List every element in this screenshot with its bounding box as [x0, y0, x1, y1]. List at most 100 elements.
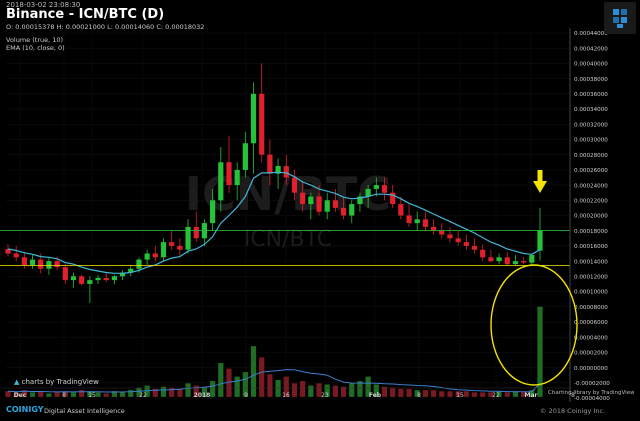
candle-down: [62, 267, 68, 281]
candle-up: [250, 93, 257, 144]
volume-bar: [136, 387, 142, 397]
volume-bar: [185, 383, 191, 397]
candle-down: [381, 185, 388, 193]
volume-bar: [529, 390, 535, 397]
price-tick-label: 0.00006000: [574, 320, 608, 326]
volume-bar: [144, 385, 150, 397]
price-axis[interactable]: 0.00044000 0.00042000 0.00040000 0.00038000…: [569, 28, 640, 403]
footer-tagline: Digital Asset Intelligence: [44, 407, 125, 415]
charting-library-credit[interactable]: Charting library by TradingView: [548, 390, 635, 396]
candle-up: [185, 226, 191, 250]
price-tick-label: 0.00036000: [574, 92, 608, 98]
candle-up: [144, 253, 150, 260]
time-tick-label: 22: [139, 392, 147, 399]
volume-bar: [242, 372, 248, 397]
price-axis-bg: [570, 28, 640, 403]
volume-bar: [21, 390, 27, 397]
candle-down: [521, 261, 527, 263]
volume-bar: [169, 387, 175, 397]
volume-indicator-label[interactable]: Volume (true, 10): [6, 36, 64, 44]
volume-bar: [13, 392, 19, 397]
charts-by-tradingview[interactable]: ▲ charts by TradingView: [14, 378, 99, 386]
candle-down: [398, 204, 404, 216]
candle-up: [537, 230, 543, 251]
price-tick-label: 0.00026000: [574, 168, 608, 174]
volume-bar: [160, 386, 167, 397]
volume-series: [5, 306, 543, 397]
candle-up: [218, 162, 224, 201]
time-axis[interactable]: Dec 8 15 22 2018 9 16 23 Feb 8 15 22 Mar 8: [0, 387, 575, 399]
volume-bar: [95, 392, 101, 397]
time-tick-label: 2018: [194, 392, 211, 399]
time-tick-label: 15: [88, 392, 96, 399]
volume-bar: [275, 379, 281, 397]
price-tick-label: 0.00024000: [574, 183, 608, 189]
down-arrow-shaft: [537, 170, 543, 182]
price-tick-label: 0.00014000: [574, 259, 608, 265]
candle-up: [119, 272, 126, 277]
candle-up: [242, 143, 248, 170]
ema-line: [7, 171, 541, 274]
candle-down: [259, 93, 265, 155]
volume-bar: [431, 390, 437, 397]
coinigy-logo: [604, 2, 636, 34]
candle-up: [496, 257, 502, 262]
price-tick-label: 0.00028000: [574, 153, 608, 159]
candle-up: [29, 259, 36, 265]
price-tick-label: 0.00016000: [574, 244, 608, 250]
volume-bar: [79, 390, 85, 397]
volume-bar: [250, 346, 257, 397]
candle-down: [422, 219, 429, 227]
volume-bar: [128, 390, 134, 397]
volume-bar: [373, 384, 379, 397]
volume-bar: [357, 381, 363, 397]
volume-ma-series: [7, 369, 541, 393]
candle-up: [234, 169, 240, 186]
candle-down: [5, 248, 11, 254]
candle-down: [21, 257, 27, 265]
volume-bar: [463, 391, 469, 397]
ema-indicator-label[interactable]: EMA (10, close, 0): [6, 44, 65, 52]
volume-bar: [504, 392, 510, 397]
price-tick-label: 0.00034000: [574, 107, 608, 113]
volume-bar: [512, 391, 519, 397]
volume-bar: [177, 388, 183, 397]
timestamp: 2018-03-02 23:08:30: [6, 1, 81, 9]
price-tick-label: 0.00010000: [574, 290, 608, 296]
time-tick-label: 23: [321, 392, 329, 399]
volume-bar: [308, 385, 314, 397]
volume-bar: [38, 391, 44, 397]
price-tick-label: 0.00002000: [574, 351, 608, 357]
annotations: [490, 170, 578, 386]
time-tick-label: 15: [456, 392, 464, 399]
volume-bar: [390, 387, 396, 397]
candle-up: [349, 204, 355, 216]
candle-down: [488, 257, 494, 262]
volume-bar: [193, 385, 199, 397]
volume-bar: [210, 381, 216, 397]
candle-down: [267, 154, 273, 174]
volume-bar: [349, 383, 355, 397]
candle-down: [471, 245, 478, 250]
volume-bar: [439, 391, 445, 397]
candle-up: [275, 166, 281, 174]
candle-up: [414, 219, 420, 224]
price-tick-label: 0.00044000: [574, 31, 608, 37]
time-tick-label: Dec: [14, 392, 27, 399]
candle-down: [316, 196, 322, 212]
time-tick-label: Mar: [525, 392, 538, 399]
candle-up: [308, 196, 314, 205]
down-arrow-icon: [533, 181, 547, 193]
candle-up: [365, 188, 371, 197]
candle-up: [46, 261, 52, 269]
volume-bar: [201, 386, 208, 397]
candle-down: [332, 200, 338, 208]
volume-bar: [471, 392, 478, 397]
volume-bar: [291, 383, 298, 397]
volume-bar: [119, 392, 126, 397]
volume-bar: [340, 386, 347, 397]
time-tick-label: 8: [571, 392, 575, 399]
volume-bar: [422, 390, 429, 397]
